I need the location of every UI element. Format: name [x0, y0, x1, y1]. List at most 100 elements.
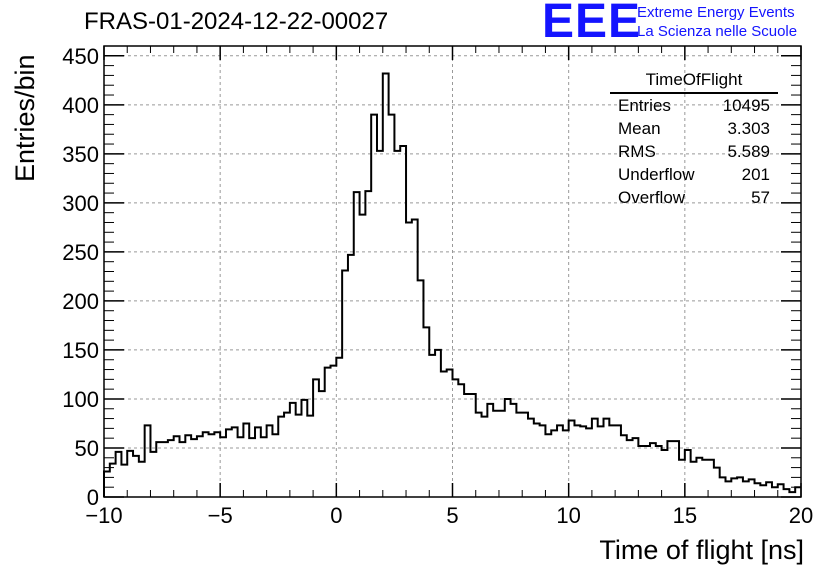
histogram-bin — [673, 441, 679, 497]
histogram-bin — [667, 441, 673, 497]
y-tick-label: 400 — [62, 93, 99, 118]
histogram-bin — [784, 489, 790, 497]
histogram-bin — [679, 460, 685, 497]
y-tick-label: 450 — [62, 44, 99, 69]
histogram-bin — [714, 468, 720, 497]
histogram-bin — [272, 434, 278, 497]
histogram-bin — [795, 487, 801, 497]
y-tick-label: 200 — [62, 289, 99, 314]
histogram-bin — [453, 379, 459, 497]
histogram-bin — [174, 436, 180, 497]
histogram-bin — [702, 460, 708, 497]
histogram-bin — [377, 151, 383, 497]
histogram-bin — [121, 465, 127, 497]
histogram-bin — [545, 434, 551, 497]
histogram-bin — [598, 426, 604, 497]
histogram-bin — [499, 411, 505, 497]
histogram-bin — [400, 146, 406, 497]
histogram-bin — [191, 439, 197, 497]
histogram-bin — [604, 419, 610, 497]
y-tick-label: 150 — [62, 338, 99, 363]
stats-label: Mean — [618, 119, 661, 138]
histogram-bin — [383, 73, 389, 497]
histogram-bin — [220, 437, 226, 497]
stats-row-underflow: Underflow 201 — [610, 163, 778, 186]
histogram-bin — [580, 426, 586, 497]
histogram-bin — [133, 456, 139, 497]
histogram-bin — [156, 442, 162, 497]
stats-label: RMS — [618, 142, 656, 161]
histogram-bin — [662, 450, 668, 497]
histogram-bin — [110, 464, 116, 497]
histogram-bin — [505, 399, 511, 497]
histogram-bin — [447, 370, 453, 497]
histogram-bin — [319, 391, 325, 497]
histogram-bin — [348, 255, 354, 497]
histogram-bin — [360, 215, 366, 497]
histogram-bin — [755, 483, 761, 497]
histogram-bin — [238, 437, 244, 497]
histogram-step-line — [103, 72, 801, 497]
stats-row-rms: RMS 5.589 — [610, 140, 778, 163]
x-tick-label: 10 — [556, 503, 580, 528]
histogram-bin — [633, 438, 639, 497]
histogram-bin — [104, 472, 110, 497]
histogram-bin — [540, 425, 546, 497]
histogram-bin — [563, 430, 569, 497]
histogram-bin — [749, 479, 755, 497]
histogram-bin — [691, 462, 697, 497]
histogram-bin — [551, 430, 557, 497]
y-tick-label: 350 — [62, 142, 99, 167]
histogram-bin — [760, 485, 766, 497]
histogram-bin — [615, 425, 621, 497]
histogram-bin — [557, 425, 563, 497]
histogram-bin — [708, 460, 714, 497]
stats-row-entries: Entries 10495 — [610, 94, 778, 117]
y-tick-label: 0 — [87, 485, 99, 510]
histogram-bin — [627, 440, 633, 497]
histogram-bin — [342, 271, 348, 497]
histogram-bin — [412, 220, 418, 497]
histogram-bin — [464, 394, 470, 497]
organization-line-1: Extreme Energy Events — [637, 4, 795, 21]
organization-line-2: La Scienza nelle Scuole — [637, 23, 798, 40]
stats-label: Underflow — [618, 165, 695, 184]
stats-value: 3.303 — [727, 119, 770, 138]
histogram-bin — [232, 427, 238, 497]
stats-row-overflow: Overflow 57 — [610, 186, 778, 209]
histogram-bin — [307, 416, 313, 497]
histogram-bin — [720, 477, 726, 497]
histogram-bin — [371, 115, 377, 497]
histogram-bin — [772, 487, 778, 497]
stats-box: TimeOfFlight Entries 10495 Mean 3.303 RMS 5… — [610, 70, 778, 209]
histogram-bin — [592, 419, 598, 497]
stats-label: Entries — [618, 96, 671, 115]
histogram-bin — [621, 435, 627, 497]
histogram-bin — [209, 434, 215, 497]
x-axis-label: Time of flight [ns] — [599, 535, 804, 565]
eee-logo: EEE — [542, 0, 642, 48]
histogram-bin — [778, 484, 784, 497]
histogram-bin — [441, 372, 447, 497]
histogram-bin — [528, 419, 534, 497]
histogram-bin — [766, 482, 772, 497]
x-tick-label: −10 — [85, 503, 122, 528]
histogram-bin — [249, 438, 255, 497]
histogram-bin — [301, 400, 307, 497]
stats-value: 201 — [741, 165, 770, 184]
histogram-bin — [731, 478, 737, 497]
histogram-bin — [470, 394, 476, 497]
x-tick-label: 0 — [330, 503, 342, 528]
stats-label: Overflow — [618, 188, 686, 207]
histogram-bin — [586, 428, 592, 497]
histogram-bin — [284, 413, 290, 497]
histogram-bin — [418, 280, 424, 497]
histogram-bin — [406, 222, 412, 497]
histogram-bin — [267, 425, 273, 497]
histogram-bin — [435, 350, 441, 497]
x-tick-label: −5 — [208, 503, 233, 528]
histogram-bin — [180, 442, 186, 497]
stats-value: 57 — [751, 188, 770, 207]
histogram-bin — [476, 413, 482, 497]
